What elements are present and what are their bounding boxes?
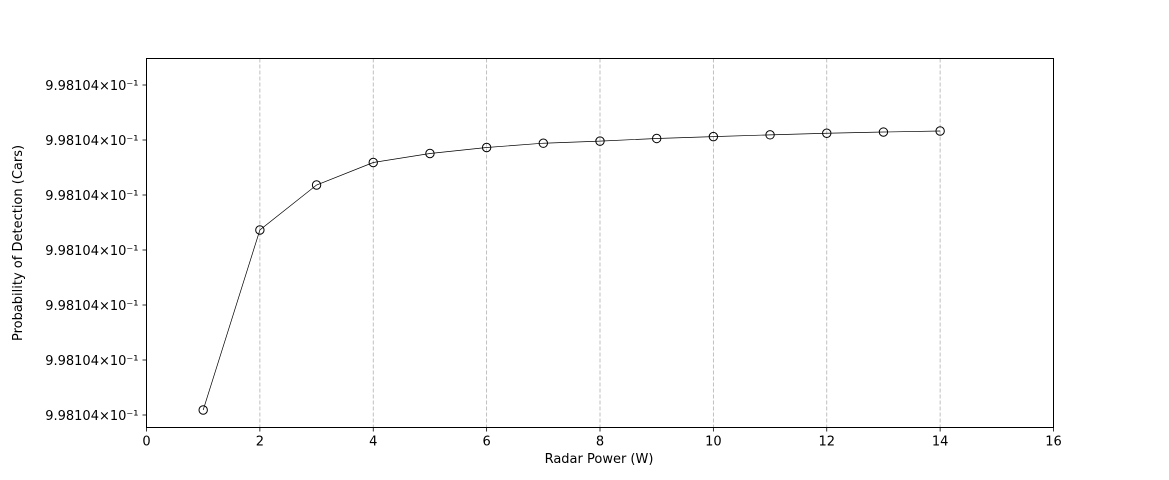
data-point [368,157,378,168]
x-axis-label: Radar Power (W) [545,452,654,467]
x-axis-ticks: 0 2 4 6 8 10 12 14 16 [142,427,1062,450]
y-tick-label: 9.98104×10⁻¹ [45,244,138,259]
data-points [198,126,945,415]
y-tick-label: 9.98104×10⁻¹ [45,79,138,94]
x-tick-label: 10 [705,435,722,450]
y-axis-label: Probability of Detection (Cars) [11,145,26,341]
grid-lines [259,58,941,428]
y-axis-ticks: 9.98104×10⁻¹ 9.98104×10⁻¹ 9.98104×10⁻¹ 9.98… [45,79,147,424]
y-tick-label: 9.98104×10⁻¹ [45,189,138,204]
x-tick-label: 0 [142,435,150,450]
data-point [708,131,719,142]
data-point [651,133,662,144]
series-line [202,130,941,411]
data-point [595,136,605,146]
x-tick-label: 14 [932,435,949,450]
data-point [311,180,322,190]
x-tick-label: 6 [482,435,490,450]
data-point [765,130,775,140]
series-line-layer [202,130,941,411]
data-point [878,127,889,137]
data-point [935,126,945,136]
y-tick-label: 9.98104×10⁻¹ [45,354,138,369]
x-tick-label: 16 [1045,435,1062,450]
data-point [822,128,832,138]
data-point [538,138,549,148]
y-tick-label: 9.98104×10⁻¹ [45,299,138,314]
data-point [198,405,208,415]
y-tick-label: 9.98104×10⁻¹ [45,134,138,149]
x-tick-label: 12 [818,435,835,450]
y-tick-label: 9.98104×10⁻¹ [45,409,138,424]
x-tick-label: 2 [256,435,264,450]
x-tick-label: 8 [596,435,604,450]
data-point [425,148,435,159]
x-tick-label: 4 [369,435,377,450]
data-point [481,142,492,153]
data-point [255,225,265,235]
